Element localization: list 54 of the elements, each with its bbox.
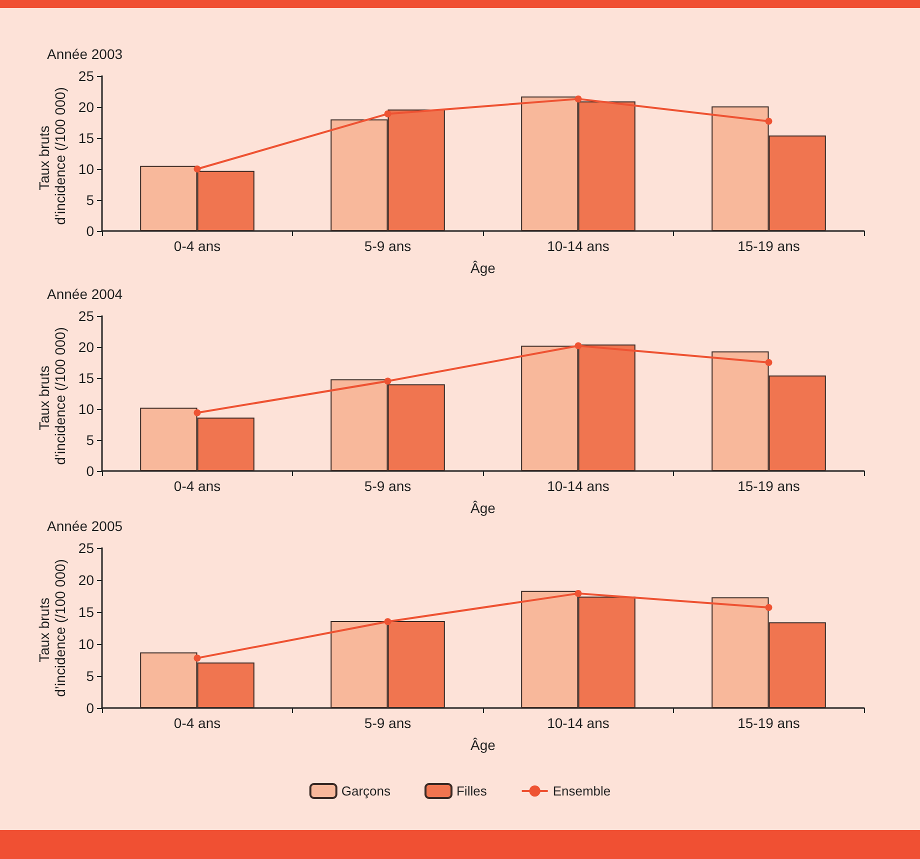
x-tick-label: 10-14 ans	[547, 238, 610, 254]
x-axis-title: Âge	[470, 500, 496, 516]
point	[765, 604, 772, 612]
x-tick-label: 15-19 ans	[738, 715, 800, 731]
x-tick-label: 5-9 ans	[364, 238, 412, 254]
point	[765, 118, 772, 125]
chart-title: Année 2004	[47, 286, 123, 302]
y-tick-label: 0	[86, 700, 94, 716]
x-tick-label: 0-4 ans	[174, 715, 221, 731]
x-axis-title: Âge	[470, 737, 496, 753]
y-tick-label: 15	[78, 130, 94, 146]
y-tick-label: 5	[86, 432, 94, 448]
y-axis-title: Taux bruts d’incidence (/100 000)	[36, 87, 68, 225]
point	[384, 110, 392, 118]
legend-label: Garçons	[341, 784, 391, 798]
y-tick-label: 5	[86, 192, 94, 208]
x-tick-label: 10-14 ans	[547, 478, 610, 494]
y-axis-title: Taux bruts d’incidence (/100 000)	[36, 559, 68, 697]
point	[384, 378, 392, 385]
point	[384, 618, 392, 626]
x-tick-label: 10-14 ans	[547, 715, 610, 731]
legend-label: Filles	[456, 784, 488, 798]
chart-title: Année 2005	[47, 518, 123, 534]
y-tick-label: 25	[78, 68, 94, 84]
point	[194, 654, 201, 662]
legend-label: Ensemble	[552, 784, 611, 798]
x-axis-title: Âge	[470, 260, 496, 276]
y-tick-label: 25	[78, 308, 94, 324]
x-tick-label: 0-4 ans	[174, 238, 221, 254]
y-tick-label: 15	[78, 370, 94, 386]
y-tick-label: 10	[78, 401, 94, 417]
x-tick-label: 15-19 ans	[738, 238, 800, 254]
y-tick-label: 25	[78, 540, 94, 556]
point	[574, 590, 582, 597]
y-tick-label: 0	[86, 223, 94, 239]
y-tick-label: 0	[86, 463, 94, 479]
y-tick-label: 5	[86, 668, 94, 684]
x-tick-label: 0-4 ans	[174, 478, 221, 494]
point	[765, 359, 772, 366]
y-tick-label: 10	[78, 161, 94, 177]
point	[574, 95, 582, 102]
point	[194, 166, 201, 172]
y-tick-label: 10	[78, 636, 94, 652]
x-tick-label: 5-9 ans	[364, 715, 412, 731]
chart-title: Année 2003	[47, 46, 123, 62]
y-tick-label: 20	[78, 572, 94, 588]
y-tick-label: 15	[78, 604, 94, 620]
y-tick-label: 20	[78, 339, 94, 355]
x-tick-label: 15-19 ans	[738, 478, 800, 494]
y-tick-label: 20	[78, 99, 94, 115]
y-axis-title: Taux bruts d’incidence (/100 000)	[36, 327, 68, 465]
x-tick-label: 5-9 ans	[364, 478, 412, 494]
point	[574, 342, 582, 350]
point	[194, 409, 201, 416]
